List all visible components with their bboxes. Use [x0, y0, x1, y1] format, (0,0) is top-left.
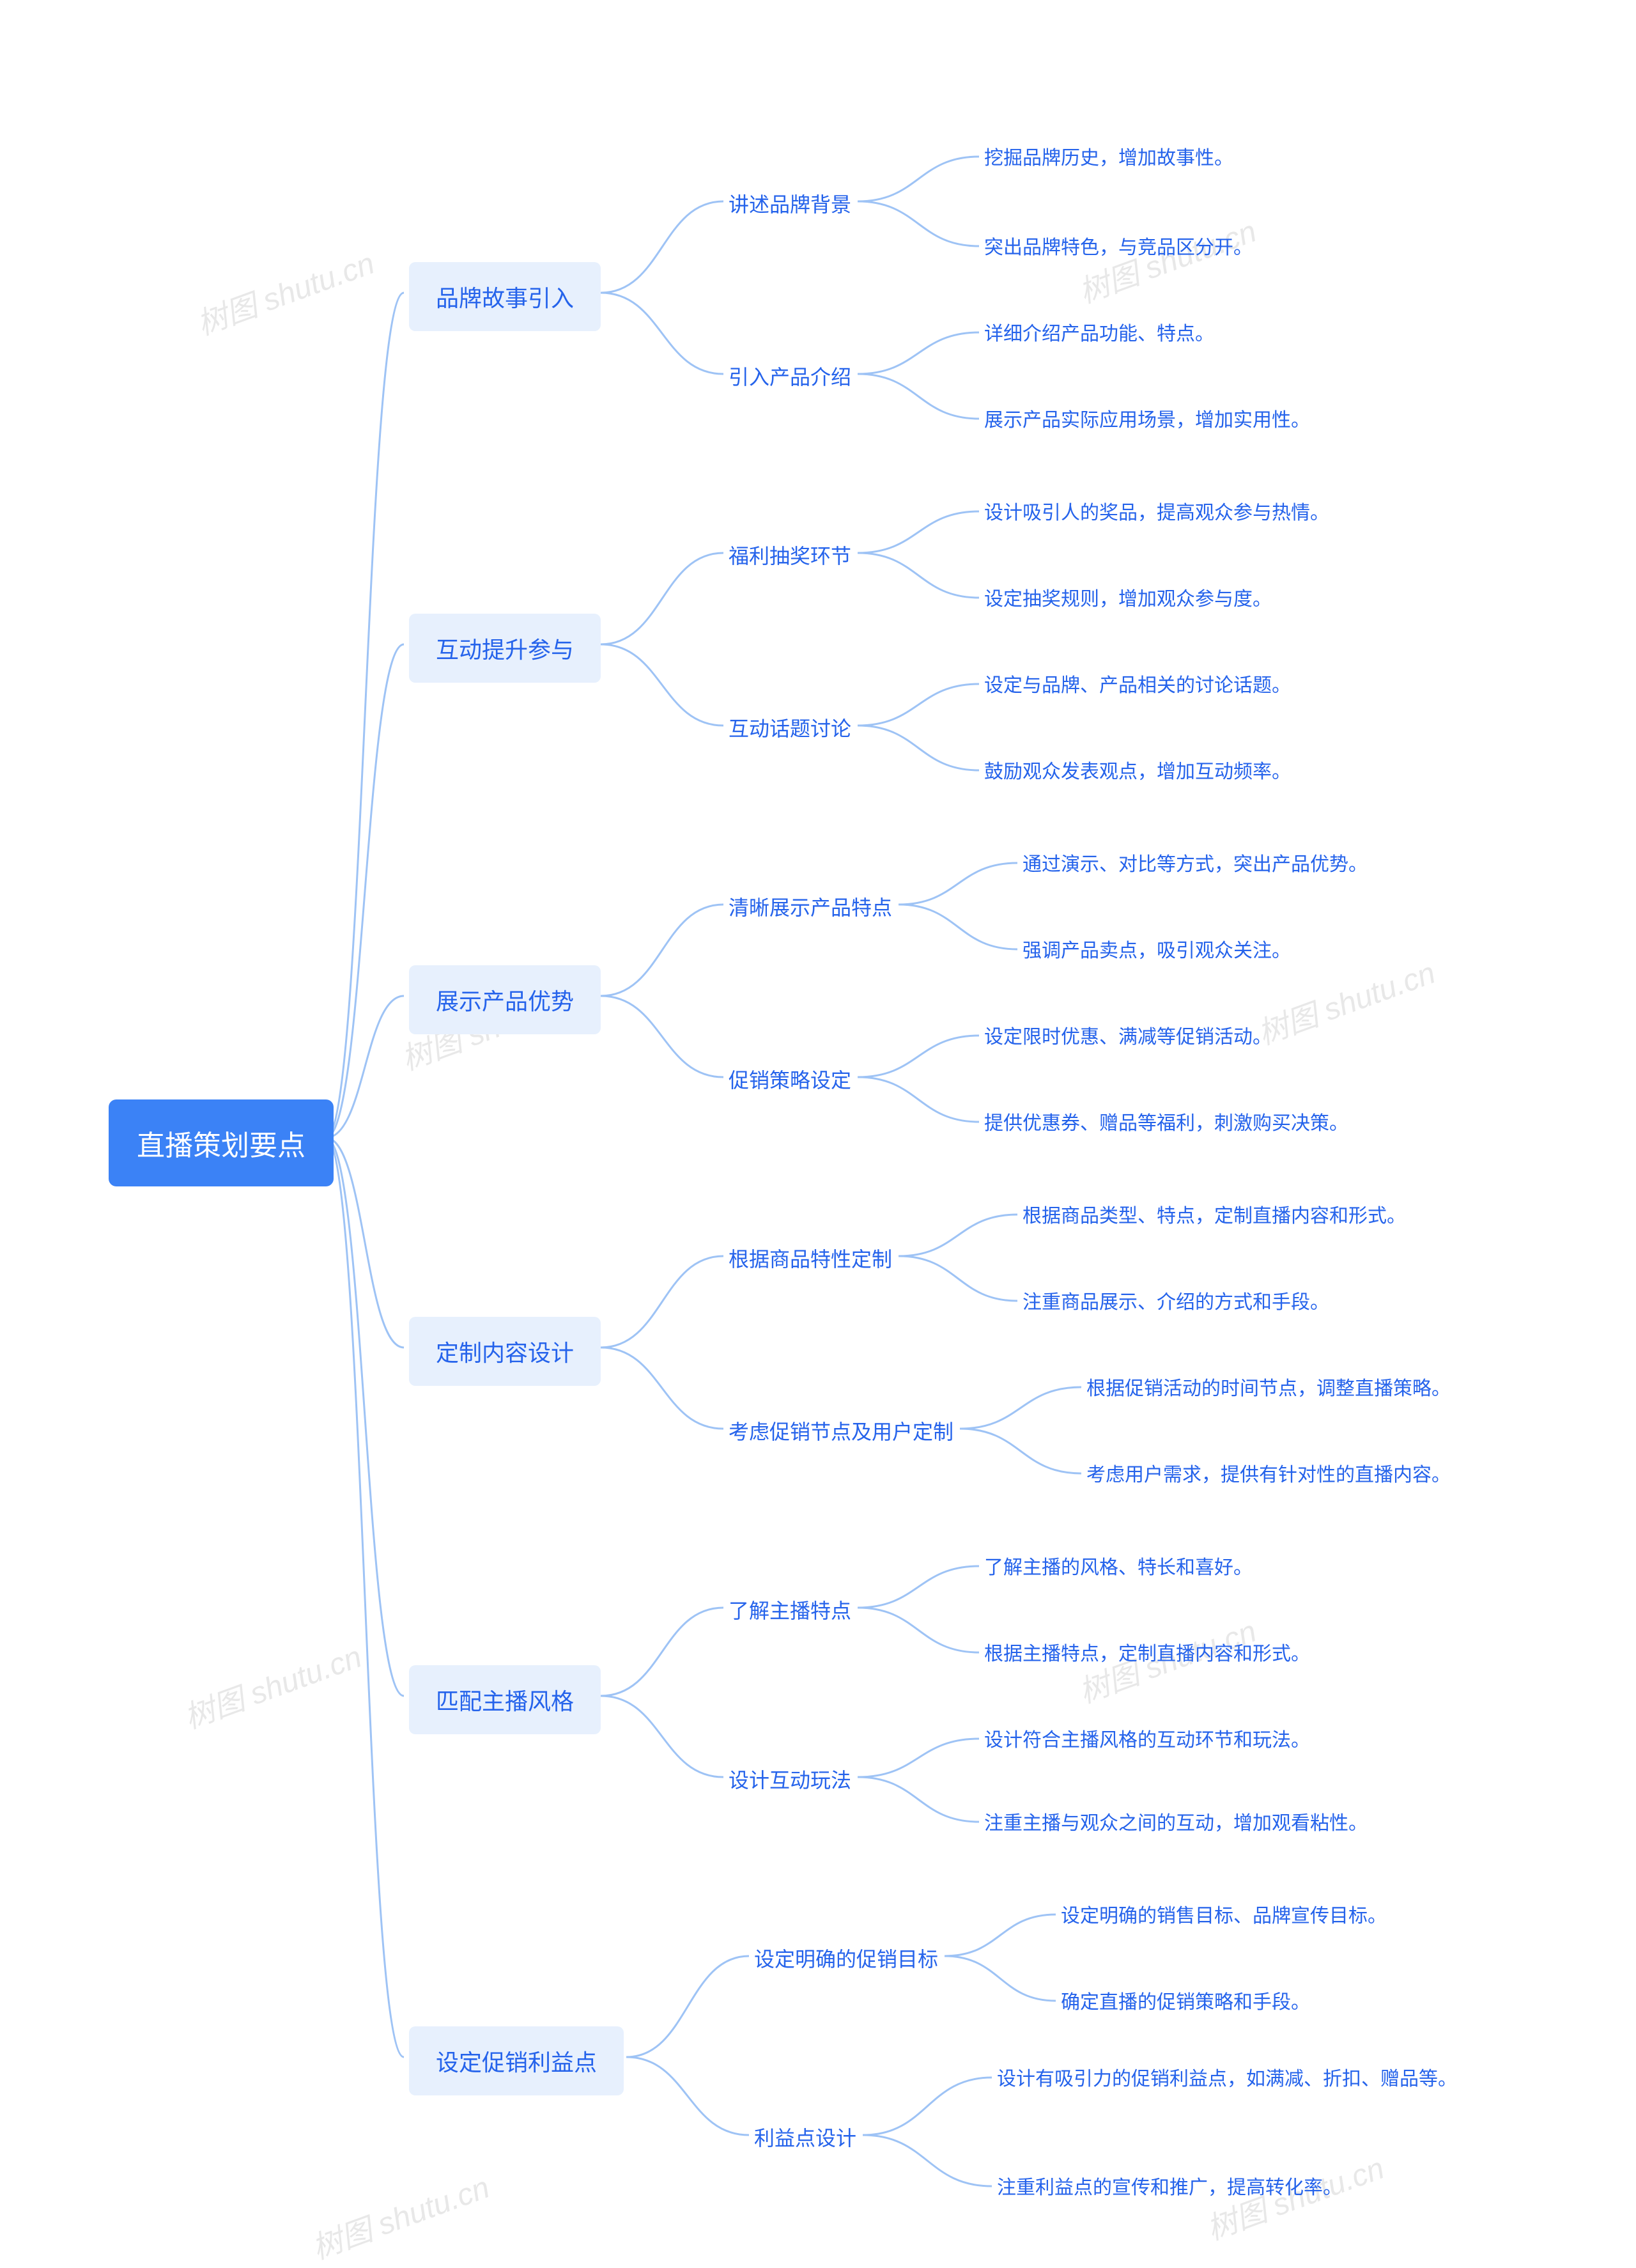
level2-node[interactable]: 考虑促销节点及用户定制 — [729, 1416, 953, 1445]
leaf-node: 通过演示、对比等方式，突出产品优势。 — [1022, 850, 1368, 879]
leaf-node: 突出品牌特色，与竞品区分开。 — [984, 233, 1253, 262]
level2-node[interactable]: 互动话题讨论 — [729, 713, 851, 742]
level2-node[interactable]: 清晰展示产品特点 — [729, 892, 892, 921]
level2-node[interactable]: 引入产品介绍 — [729, 361, 851, 391]
leaf-node: 提供优惠券、赠品等福利，刺激购买决策。 — [984, 1109, 1348, 1138]
level1-node[interactable]: 设定促销利益点 — [409, 2026, 624, 2095]
leaf-node: 设计符合主播风格的互动环节和玩法。 — [984, 1726, 1310, 1755]
leaf-node: 注重利益点的宣传和推广，提高转化率。 — [997, 2173, 1342, 2202]
leaf-node: 鼓励观众发表观点，增加互动频率。 — [984, 757, 1291, 786]
leaf-node: 详细介绍产品功能、特点。 — [984, 320, 1214, 348]
level2-node[interactable]: 设计互动玩法 — [729, 1764, 851, 1794]
level2-node[interactable]: 讲述品牌背景 — [729, 189, 851, 218]
leaf-node: 设定限时优惠、满减等促销活动。 — [984, 1023, 1272, 1052]
leaf-node: 设定抽奖规则，增加观众参与度。 — [984, 585, 1272, 614]
root-node[interactable]: 直播策划要点 — [109, 1099, 334, 1186]
level2-node[interactable]: 设定明确的促销目标 — [754, 1943, 938, 1973]
leaf-node: 注重商品展示、介绍的方式和手段。 — [1022, 1288, 1329, 1317]
leaf-node: 挖掘品牌历史，增加故事性。 — [984, 144, 1233, 173]
level1-node[interactable]: 匹配主播风格 — [409, 1665, 601, 1734]
mindmap-canvas: 直播策划要点 品牌故事引入 讲述品牌背景 挖掘品牌历史，增加故事性。突出品牌特色，与竞… — [0, 0, 1636, 2255]
leaf-node: 设定明确的销售目标、品牌宣传目标。 — [1061, 1902, 1387, 1930]
leaf-node: 注重主播与观众之间的互动，增加观看粘性。 — [984, 1809, 1368, 1838]
leaf-node: 设计吸引人的奖品，提高观众参与热情。 — [984, 499, 1329, 527]
leaf-node: 考虑用户需求，提供有针对性的直播内容。 — [1086, 1461, 1451, 1489]
leaf-node: 设定与品牌、产品相关的讨论话题。 — [984, 671, 1291, 700]
level2-node[interactable]: 促销策略设定 — [729, 1064, 851, 1094]
level1-node[interactable]: 互动提升参与 — [409, 614, 601, 683]
leaf-node: 根据商品类型、特点，定制直播内容和形式。 — [1022, 1202, 1406, 1231]
leaf-node: 了解主播的风格、特长和喜好。 — [984, 1553, 1253, 1582]
level2-node[interactable]: 根据商品特性定制 — [729, 1243, 892, 1273]
level2-node[interactable]: 了解主播特点 — [729, 1595, 851, 1624]
level2-node[interactable]: 利益点设计 — [754, 2122, 856, 2152]
level2-node[interactable]: 福利抽奖环节 — [729, 540, 851, 570]
leaf-node: 根据促销活动的时间节点，调整直播策略。 — [1086, 1374, 1451, 1403]
leaf-node: 确定直播的促销策略和手段。 — [1061, 1988, 1310, 2017]
leaf-node: 根据主播特点，定制直播内容和形式。 — [984, 1640, 1310, 1668]
level1-node[interactable]: 品牌故事引入 — [409, 262, 601, 331]
level1-node[interactable]: 定制内容设计 — [409, 1317, 601, 1386]
leaf-node: 设计有吸引力的促销利益点，如满减、折扣、赠品等。 — [997, 2065, 1457, 2093]
level1-node[interactable]: 展示产品优势 — [409, 965, 601, 1034]
leaf-node: 强调产品卖点，吸引观众关注。 — [1022, 936, 1291, 965]
leaf-node: 展示产品实际应用场景，增加实用性。 — [984, 406, 1310, 435]
